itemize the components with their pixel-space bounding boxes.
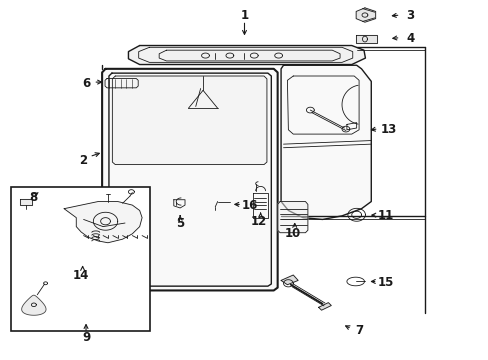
Polygon shape (128, 45, 365, 64)
Polygon shape (277, 202, 307, 233)
Text: 10: 10 (285, 227, 301, 240)
Text: 8: 8 (30, 192, 38, 204)
Bar (11, 187, 150, 330)
Polygon shape (355, 8, 375, 22)
Text: 12: 12 (250, 215, 267, 228)
Text: 1: 1 (240, 9, 248, 22)
Text: 4: 4 (406, 32, 413, 45)
Text: 2: 2 (80, 154, 87, 167)
Polygon shape (281, 65, 370, 220)
Polygon shape (318, 303, 330, 310)
Text: 6: 6 (81, 77, 90, 90)
Polygon shape (112, 76, 266, 165)
Polygon shape (281, 275, 298, 285)
Polygon shape (355, 35, 376, 43)
Polygon shape (64, 202, 142, 243)
Text: 9: 9 (81, 331, 90, 344)
Text: 5: 5 (176, 217, 184, 230)
Text: 3: 3 (406, 9, 413, 22)
Text: 14: 14 (73, 269, 89, 282)
Text: 11: 11 (377, 210, 393, 222)
Polygon shape (102, 69, 277, 291)
Polygon shape (20, 199, 32, 205)
Polygon shape (21, 295, 46, 315)
Text: 7: 7 (354, 324, 363, 337)
Text: 15: 15 (377, 276, 393, 289)
Text: 13: 13 (380, 123, 396, 136)
Text: 16: 16 (241, 199, 257, 212)
